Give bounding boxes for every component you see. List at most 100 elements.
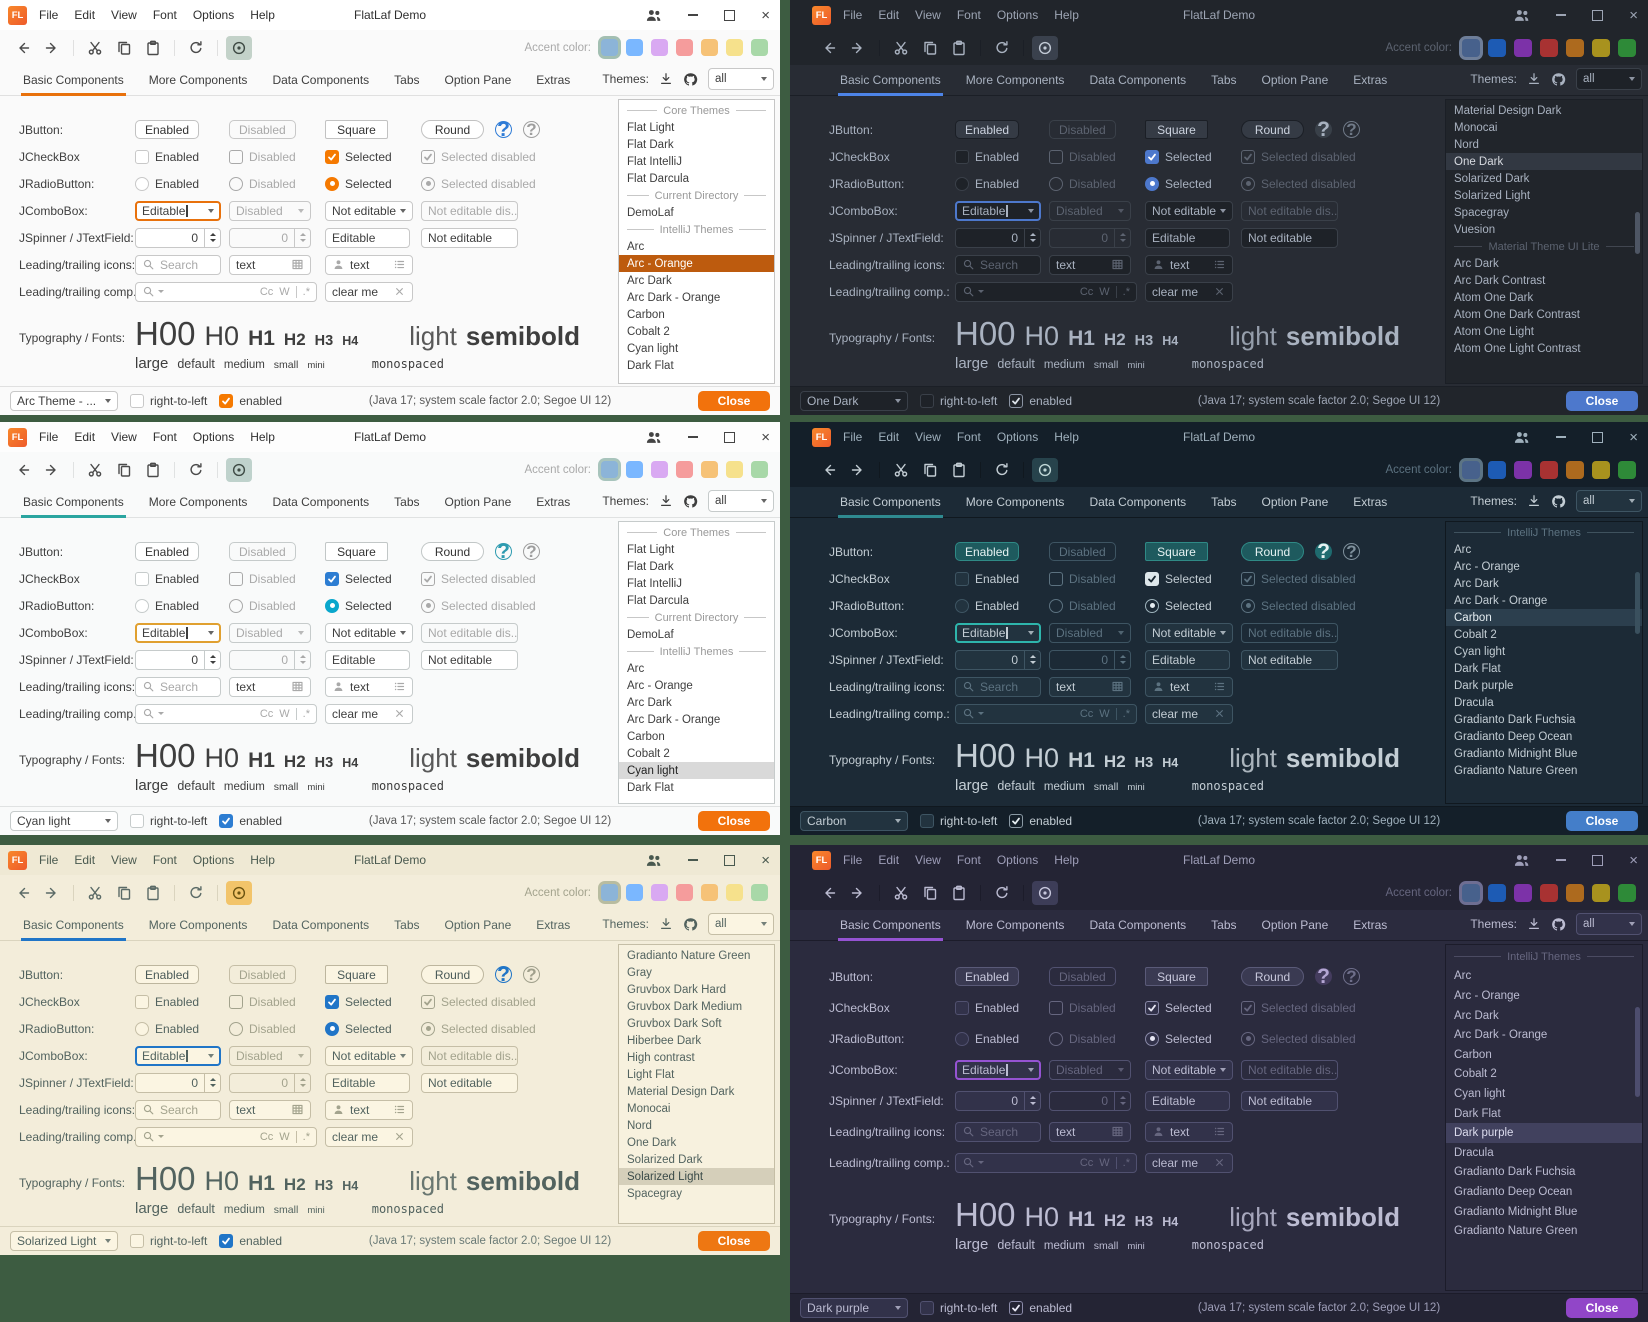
github-icon[interactable] — [1551, 494, 1566, 509]
theme-list-item[interactable]: Cobalt 2 — [627, 747, 670, 760]
textfield-editable[interactable]: Editable — [1145, 649, 1230, 670]
textfield-editable[interactable]: Editable — [1145, 227, 1230, 248]
back-icon[interactable] — [10, 36, 36, 60]
search-field[interactable]: Search — [135, 676, 221, 697]
round-button[interactable]: Round — [1241, 120, 1304, 139]
combobox-editable[interactable]: Editable — [135, 1045, 221, 1066]
theme-list-item[interactable]: Spacegray — [627, 1187, 682, 1200]
theme-list-item[interactable]: Hiberbee Dark — [627, 1034, 702, 1047]
theme-list-item[interactable]: DemoLaf — [627, 206, 674, 219]
clear-me-field[interactable]: clear me — [1145, 1152, 1233, 1173]
accent-swatch[interactable] — [751, 39, 768, 56]
close-button[interactable]: Close — [698, 391, 770, 411]
menu-help[interactable]: Help — [250, 430, 275, 444]
theme-list-item[interactable]: Atom One Dark — [1454, 291, 1534, 304]
help-button-secondary[interactable]: ? — [1343, 542, 1360, 561]
match-case-toggle[interactable]: Cc — [259, 1130, 274, 1143]
close-window-button[interactable]: × — [1629, 851, 1638, 869]
close-button[interactable]: Close — [1566, 811, 1638, 831]
download-icon[interactable] — [659, 917, 673, 931]
theme-list-item[interactable]: Arc Dark — [1454, 257, 1499, 270]
cut-icon[interactable] — [888, 36, 914, 60]
clear-me-field[interactable]: clear me — [1145, 281, 1233, 302]
help-button-secondary[interactable]: ? — [1343, 967, 1360, 986]
theme-list-item[interactable]: Material Design Dark — [1454, 104, 1562, 117]
enabled-checkbox[interactable]: enabled — [1009, 394, 1072, 408]
tab-data-components[interactable]: Data Components — [272, 73, 370, 87]
enabled-button[interactable]: Enabled — [955, 120, 1020, 139]
theme-combobox[interactable]: Arc Theme - ... — [10, 391, 118, 411]
checkbox-enabled[interactable]: Enabled — [955, 149, 1019, 164]
combobox-editable[interactable]: Editable — [955, 622, 1041, 643]
minimize-button[interactable] — [688, 859, 699, 861]
maximize-button[interactable] — [1592, 9, 1604, 21]
accent-swatch[interactable] — [726, 461, 743, 478]
accent-swatch[interactable] — [1540, 883, 1558, 902]
menu-view[interactable]: View — [111, 8, 137, 22]
forward-icon[interactable] — [39, 36, 65, 60]
paste-icon[interactable] — [946, 881, 972, 905]
combobox-editable[interactable]: Editable — [955, 200, 1041, 221]
spinner-arrows-icon[interactable] — [1024, 1091, 1040, 1110]
checkbox-selected[interactable]: Selected — [325, 149, 392, 164]
back-icon[interactable] — [816, 881, 842, 905]
clear-x-icon[interactable] — [1213, 285, 1226, 298]
regex-toggle[interactable]: .* — [1122, 285, 1130, 298]
minimize-button[interactable] — [688, 14, 699, 16]
round-button[interactable]: Round — [421, 120, 484, 139]
spinner[interactable]: 0 — [955, 649, 1041, 670]
help-button-secondary[interactable]: ? — [523, 965, 540, 984]
tab-basic-components[interactable]: Basic Components — [21, 489, 126, 518]
theme-list-item[interactable]: Cyan light — [627, 342, 679, 355]
theme-list-item[interactable]: One Dark — [627, 1136, 677, 1149]
refresh-icon[interactable] — [183, 881, 209, 905]
theme-list-item[interactable]: Arc Dark — [1454, 1009, 1499, 1022]
menu-options[interactable]: Options — [192, 430, 235, 444]
text-field-grid[interactable]: text — [1049, 1121, 1131, 1142]
tab-extras[interactable]: Extras — [1353, 918, 1388, 932]
theme-list-item[interactable]: Arc Dark — [627, 696, 672, 709]
accent-swatch[interactable] — [1488, 460, 1506, 479]
combobox-not-editable[interactable]: Not editable — [1145, 1059, 1233, 1080]
enabled-button[interactable]: Enabled — [135, 542, 200, 561]
menu-view[interactable]: View — [111, 430, 137, 444]
enabled-checkbox[interactable]: enabled — [219, 394, 282, 408]
tab-data-components[interactable]: Data Components — [1089, 495, 1187, 509]
clear-me-field[interactable]: clear me — [325, 1126, 413, 1147]
themes-filter-combobox[interactable]: all — [1576, 68, 1642, 90]
menu-file[interactable]: File — [39, 853, 59, 867]
tab-data-components[interactable]: Data Components — [272, 495, 370, 509]
square-button[interactable]: Square — [1145, 120, 1208, 139]
themes-filter-combobox[interactable]: all — [708, 490, 774, 512]
square-button[interactable]: Square — [325, 542, 388, 561]
menu-options[interactable]: Options — [192, 853, 235, 867]
menu-file[interactable]: File — [39, 8, 59, 22]
search-options-field[interactable]: Cc W .* — [135, 281, 317, 302]
search-field[interactable]: Search — [955, 1121, 1041, 1142]
paste-icon[interactable] — [140, 881, 166, 905]
download-icon[interactable] — [1527, 494, 1541, 508]
forward-icon[interactable] — [39, 881, 65, 905]
list-icon[interactable] — [1213, 1125, 1226, 1138]
search-field[interactable]: Search — [135, 1099, 221, 1120]
enabled-checkbox[interactable]: enabled — [219, 814, 282, 828]
copy-icon[interactable] — [111, 36, 137, 60]
download-icon[interactable] — [1527, 72, 1541, 86]
forward-icon[interactable] — [39, 458, 65, 482]
help-button[interactable]: ? — [1315, 540, 1332, 563]
list-icon[interactable] — [393, 1103, 406, 1116]
theme-list-item[interactable]: Flat Dark — [627, 138, 674, 151]
calendar-grid-icon[interactable] — [291, 680, 304, 693]
tab-extras[interactable]: Extras — [536, 495, 571, 509]
theme-list-item[interactable]: Nord — [627, 1119, 652, 1132]
themes-scrollbar-thumb[interactable] — [1635, 212, 1640, 254]
theme-list-item[interactable]: Atom One Light Contrast — [1454, 342, 1581, 355]
clear-x-icon[interactable] — [393, 285, 406, 298]
tab-tabs[interactable]: Tabs — [1211, 495, 1237, 509]
paste-icon[interactable] — [946, 36, 972, 60]
theme-list-item[interactable]: Gradianto Midnight Blue — [1454, 747, 1578, 760]
theme-list-item[interactable]: Gradianto Dark Fuchsia — [1454, 713, 1576, 726]
close-button[interactable]: Close — [698, 811, 770, 831]
theme-list-item[interactable]: Arc Dark — [627, 274, 672, 287]
list-icon[interactable] — [393, 258, 406, 271]
